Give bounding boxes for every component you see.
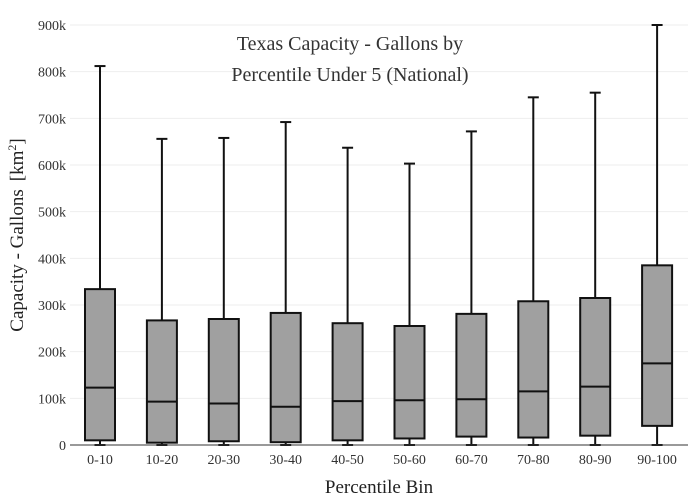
interquartile-box xyxy=(579,297,612,437)
y-tick-label: 300k xyxy=(38,299,66,314)
y-tick-label: 100k xyxy=(38,392,66,407)
y-tick-label: 600k xyxy=(38,159,66,174)
box-50-60 xyxy=(393,162,426,446)
y-tick-labels: 0 100k 200k 300k 400k 500k 600k 700k 800k 900k xyxy=(38,19,66,454)
y-axis-unit-superscript: 2 xyxy=(5,145,19,151)
y-axis-unit-base: [km xyxy=(7,150,28,181)
interquartile-box xyxy=(517,300,550,439)
chart-title-line-2: Percentile Under 5 (National) xyxy=(231,64,468,86)
y-tick-label: 700k xyxy=(38,112,66,127)
y-tick-label: 0 xyxy=(59,439,66,454)
x-tick-label: 70-80 xyxy=(517,453,550,468)
x-axis-title: Percentile Bin xyxy=(325,477,434,498)
y-axis-title: Capacity - Gallons [km2] xyxy=(5,138,28,331)
interquartile-box xyxy=(455,312,488,438)
x-tick-label: 20-30 xyxy=(207,453,240,468)
y-axis-unit-end: ] xyxy=(7,138,28,144)
y-tick-label: 400k xyxy=(38,252,66,267)
y-axis-title-text: Capacity - Gallons xyxy=(7,189,28,331)
box-80-90 xyxy=(579,91,612,446)
box-30-40 xyxy=(269,121,302,446)
interquartile-box xyxy=(393,325,426,440)
x-tick-label: 10-20 xyxy=(146,453,179,468)
interquartile-box xyxy=(145,319,178,444)
interquartile-box xyxy=(641,264,674,427)
x-tick-label: 50-60 xyxy=(393,453,426,468)
x-tick-label: 40-50 xyxy=(331,453,364,468)
x-tick-label: 30-40 xyxy=(269,453,302,468)
y-tick-label: 900k xyxy=(38,19,66,34)
x-tick-label: 90-100 xyxy=(637,453,677,468)
x-tick-labels: 0-10 10-20 20-30 30-40 40-50 50-60 60-70 70-80 8… xyxy=(87,453,677,468)
box-60-70 xyxy=(455,130,488,446)
interquartile-box xyxy=(269,311,302,444)
box-90-100 xyxy=(641,24,674,446)
interquartile-box xyxy=(331,322,364,442)
box-40-50 xyxy=(331,146,364,446)
x-tick-label: 60-70 xyxy=(455,453,488,468)
box-series xyxy=(84,24,674,446)
box-70-80 xyxy=(517,96,550,446)
y-tick-label: 800k xyxy=(38,66,66,81)
box-10-20 xyxy=(145,137,178,446)
y-tick-label: 500k xyxy=(38,206,66,221)
box-20-30 xyxy=(207,136,240,446)
y-tick-label: 200k xyxy=(38,346,66,361)
x-tick-label: 0-10 xyxy=(87,453,113,468)
box-0-10 xyxy=(84,65,116,446)
interquartile-box xyxy=(207,318,240,443)
chart-title-line-1: Texas Capacity - Gallons by xyxy=(237,33,463,55)
x-tick-label: 80-90 xyxy=(579,453,612,468)
interquartile-box xyxy=(84,288,116,442)
